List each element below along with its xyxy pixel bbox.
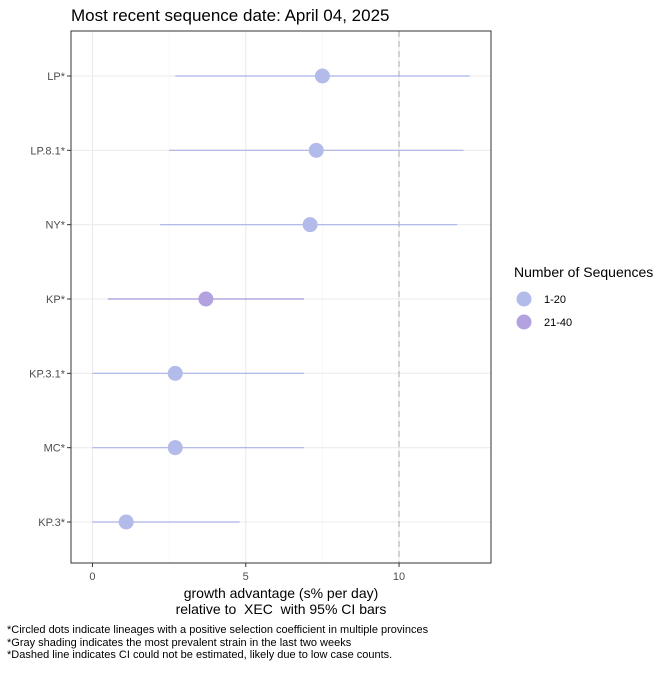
y-tick-label: KP.3.1* — [29, 368, 66, 380]
y-tick-label: MC* — [44, 443, 66, 455]
point-layer — [118, 68, 330, 530]
footnote-dashed-line: *Dashed line indicates CI could not be e… — [7, 649, 393, 661]
y-tick-label: NY* — [45, 220, 65, 232]
x-tick-label: 0 — [89, 571, 95, 583]
x-axis-label-line1: growth advantage (s% per day) — [184, 585, 379, 601]
point-KP.3.1* — [167, 365, 183, 381]
chart-title: Most recent sequence date: April 04, 202… — [71, 6, 389, 25]
point-MC* — [167, 440, 183, 456]
point-KP.3* — [118, 514, 134, 530]
legend-label: 21-40 — [544, 317, 572, 329]
x-tick-label: 10 — [393, 571, 405, 583]
legend-key-1-20 — [516, 291, 532, 307]
y-tick-label: LP.8.1* — [30, 145, 65, 157]
point-LP.8.1* — [308, 142, 324, 158]
point-LP* — [314, 68, 330, 84]
y-tick-label: KP.3* — [38, 517, 65, 529]
point-KP* — [198, 291, 214, 307]
x-tick-label: 5 — [243, 571, 249, 583]
y-tick-label: KP* — [46, 294, 66, 306]
footnote-circled-dots: *Circled dots indicate lineages with a p… — [7, 624, 429, 636]
legend-key-21-40 — [516, 314, 532, 330]
grid-layer — [71, 31, 491, 563]
footnotes: *Circled dots indicate lineages with a p… — [7, 624, 428, 662]
legend-title: Number of Sequences — [514, 264, 653, 280]
legend-label: 1-20 — [544, 294, 566, 306]
legend: Number of Sequences 1-20 21-40 — [514, 264, 653, 330]
x-axis-label-line2: relative to XEC with 95% CI bars — [176, 601, 387, 617]
footnote-gray-shading: *Gray shading indicates the most prevale… — [7, 636, 352, 649]
panel-border — [70, 30, 492, 564]
point-NY* — [302, 217, 318, 233]
axis-layer: LP* LP.8.1* NY* KP* KP.3.1* MC* KP.3* 0 5 10 — [29, 30, 492, 583]
y-tick-label: LP* — [47, 71, 65, 83]
